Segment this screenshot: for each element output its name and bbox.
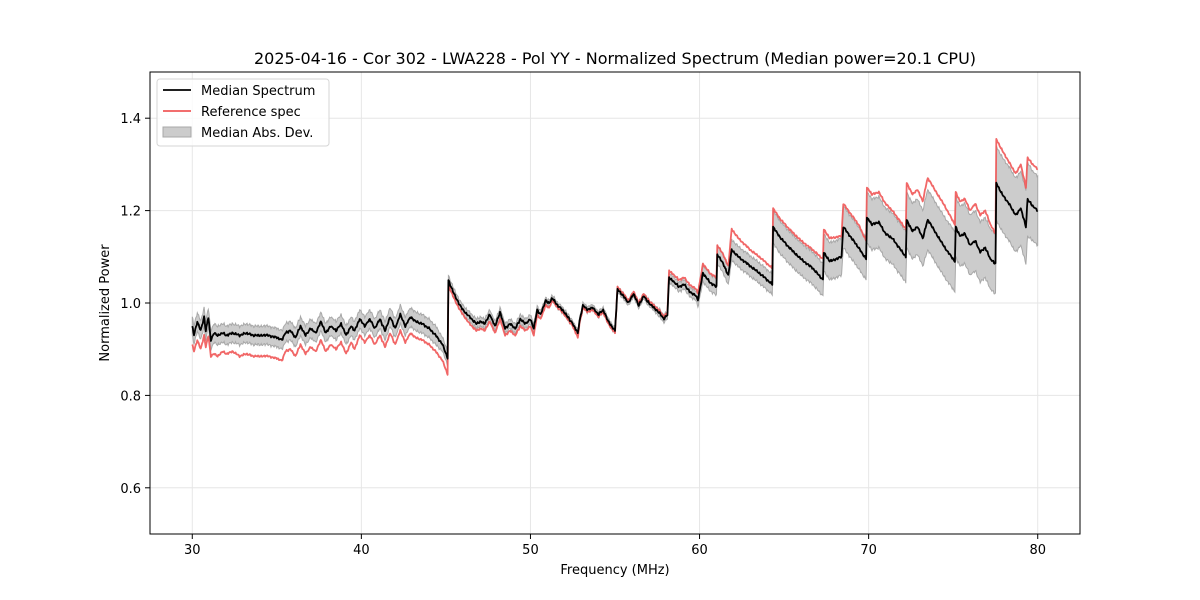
- y-tick-label: 0.6: [120, 482, 141, 497]
- legend-mad-label: Median Abs. Dev.: [201, 126, 313, 141]
- x-tick-label: 70: [860, 543, 877, 558]
- legend-mad-swatch: [162, 126, 192, 138]
- x-tick-label: 50: [522, 543, 539, 558]
- legend-median-label: Median Spectrum: [201, 84, 315, 99]
- y-axis: 0.6 0.8 1.0 1.2 1.4: [120, 112, 150, 497]
- legend: Median Spectrum Reference spec Median Ab…: [156, 78, 330, 147]
- plot-area: [191, 138, 1039, 376]
- y-tick-label: 1.2: [120, 205, 141, 220]
- y-axis-label: Normalized Power: [98, 244, 113, 362]
- x-tick-label: 80: [1029, 543, 1046, 558]
- median-spectrum-line: [191, 181, 1039, 360]
- x-tick-label: 60: [691, 543, 708, 558]
- x-axis-label: Frequency (MHz): [560, 563, 669, 578]
- mad-band: [191, 145, 1039, 366]
- x-tick-label: 30: [184, 543, 201, 558]
- x-tick-label: 40: [353, 543, 370, 558]
- legend-reference-label: Reference spec: [201, 105, 301, 120]
- y-tick-label: 1.4: [120, 112, 141, 127]
- y-tick-label: 0.8: [120, 389, 141, 404]
- x-axis: 30 40 50 60 70 80: [184, 534, 1046, 558]
- y-tick-label: 1.0: [120, 297, 141, 312]
- legend-box: [156, 78, 330, 147]
- chart-title: 2025-04-16 - Cor 302 - LWA228 - Pol YY -…: [254, 49, 976, 68]
